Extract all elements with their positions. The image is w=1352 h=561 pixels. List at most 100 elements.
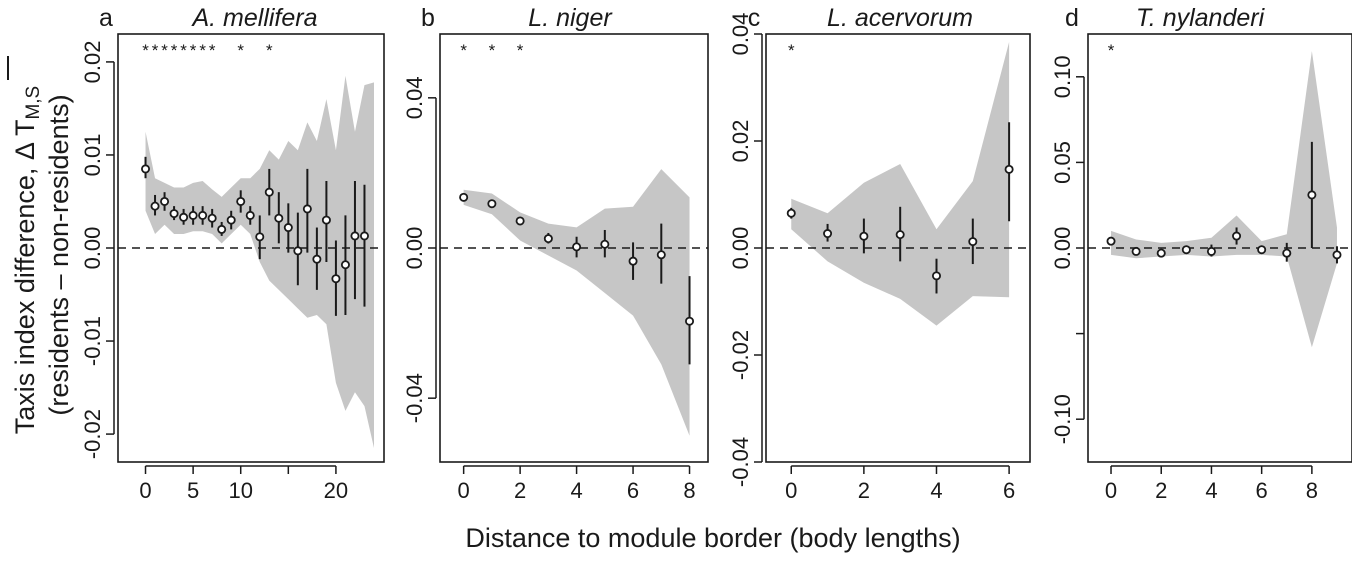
data-point [1156,248,1166,258]
panel-letter: b [421,4,435,32]
panel-b: * * * 0 2 4 6 8 -0.04 0.00 0.04 b L. niger [402,4,709,503]
data-point [198,210,208,220]
data-point [515,216,525,226]
panel-c: * 0 2 4 6 -0.04 -0.02 0.00 0.02 0.04c L. acervorum [728,4,1031,503]
data-point [1232,231,1242,241]
data-point [1004,164,1014,174]
y-tick-label: -0.10 [1050,394,1075,444]
data-point [459,192,469,202]
panel-letter: d [1065,4,1079,32]
data-point [150,201,160,211]
data-point [331,274,341,284]
significance-star: * [460,41,467,60]
data-point [302,204,312,214]
data-point [283,223,293,233]
null-band [463,169,690,436]
x-tick-label: 4 [570,478,582,503]
panel-title: T. nylanderi [1136,4,1266,32]
data-point [169,209,179,219]
y-tick-label: 0.05 [1050,141,1075,184]
data-point [217,224,227,234]
x-tick-label: 8 [683,478,695,503]
significance-star: * [237,41,244,60]
y-tick-label: 0.00 [80,227,105,270]
y-axis-title-line1: Taxis index difference, Δ TM,S [10,86,44,434]
y-tick-label: 0.02 [728,120,753,163]
significance-star: * [180,41,187,60]
x-tick-label: 0 [139,478,151,503]
significance-star: * [209,41,216,60]
data-point [321,215,331,225]
y-tick-label: 0.10 [1050,55,1075,98]
data-point [264,187,274,197]
y-tick-label: -0.02 [728,330,753,380]
data-point [1332,250,1342,260]
data-point [293,246,303,256]
y-tick-label: -0.02 [80,409,105,459]
x-tick-label: 6 [627,478,639,503]
null-band [145,75,374,449]
panel-a: * * * * * * * * * *0 5 10 20-0.02-0.010.000.010.02a A… [80,4,385,503]
data-point [1257,245,1267,255]
data-point [1282,248,1292,258]
significance-star: * [517,41,524,60]
y-tick-label: 0.00 [1050,227,1075,270]
y-tick-label: 0.01 [80,134,105,177]
y-axis-title-line2: (residents – non-residents) [44,94,74,415]
x-tick-label: 0 [1105,478,1117,503]
data-point [255,232,265,242]
data-point [1307,190,1317,200]
significance-star: * [152,41,159,60]
x-tick-label: 10 [228,478,252,503]
data-point [786,208,796,218]
x-tick-label: 20 [324,478,348,503]
y-tick-label: -0.04 [728,437,753,487]
y-axis-title-main: Taxis index difference, Δ T [10,120,40,435]
y-axis-title-subscript: M,S [23,86,44,120]
panels: * * * * * * * * * *0 5 10 20-0.02-0.010.000.010.02a A… [80,4,1352,503]
x-tick-label: 4 [930,478,942,503]
x-axis-title: Distance to module border (body lengths) [465,523,960,553]
y-tick-label: -0.01 [80,316,105,366]
data-point [141,164,151,174]
data-point [1206,246,1216,256]
x-tick-label: 0 [785,478,797,503]
data-point [656,250,666,260]
significance-star: * [161,41,168,60]
panel-letter: a [99,4,113,32]
data-point [207,213,217,223]
data-point [572,242,582,252]
x-tick-label: 2 [858,478,870,503]
significance-star: * [190,41,197,60]
data-point [312,254,322,264]
y-tick-label: 0.02 [80,40,105,83]
data-point [1131,246,1141,256]
data-point [274,213,284,223]
null-band [791,42,1010,326]
significance-star: * [1108,41,1115,60]
x-tick-label: 0 [458,478,470,503]
data-point [359,231,369,241]
y-tick-label: 0.00 [402,227,427,270]
data-point [340,260,350,270]
data-point [245,210,255,220]
significance-star: * [266,41,273,60]
significance-star: * [788,41,795,60]
data-point [188,210,198,220]
y-tick-label: 0.00 [728,227,753,270]
data-point [968,237,978,247]
data-point [931,271,941,281]
significance-star: * [199,41,206,60]
data-point [859,231,869,241]
data-point [628,256,638,266]
data-point [823,229,833,239]
y-tick-label: -0.04 [402,373,427,423]
data-point [543,234,553,244]
x-tick-label: 2 [1155,478,1167,503]
null-band [1111,51,1337,348]
panel-title: L. niger [528,4,613,32]
data-point [350,231,360,241]
panel-title: A. mellifera [190,4,317,32]
panel-letter: c [748,4,761,32]
